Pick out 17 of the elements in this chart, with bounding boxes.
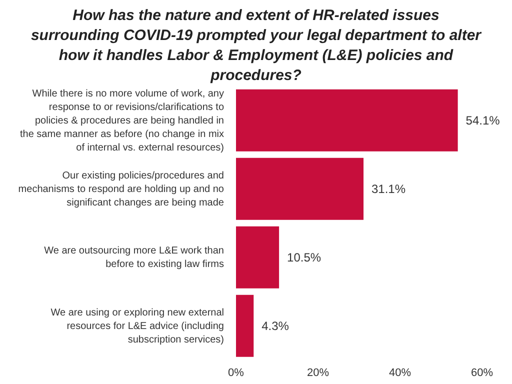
y-tick-label: Our existing policies/procedures and mechanisms to respond are holding up and no significant changes are being made [18,170,224,208]
data-label: 10.5% [287,250,322,265]
x-tick-label: 20% [306,366,330,379]
data-label: 4.3% [262,319,290,334]
data-label: 54.1% [466,114,500,128]
x-tick-label: 0% [228,366,244,379]
x-tick-label: 40% [388,366,412,379]
bar [236,294,254,357]
chart-title: How has the nature and extent of HR-related issues surrounding COVID-19 prompted your legal department to alter how it handles Labor & Employment (L&E) policies and procedures? [30,6,483,84]
bar [236,226,280,288]
x-tick-label: 60% [470,366,494,379]
bar [236,158,364,220]
data-label: 31.1% [372,182,406,196]
y-tick-label: While there is no more volume of work, any response to or revisions/clarifications to policies & procedures are being handled in the same manner as before (no change in mix of internal vs. external resources) [20,88,224,153]
y-tick-label: We are using or exploring new external resources for L&E advice (including subscription services) [50,306,224,345]
y-tick-label: We are outsourcing more L&E work than before to existing law firms [44,245,224,270]
bar [236,89,458,152]
